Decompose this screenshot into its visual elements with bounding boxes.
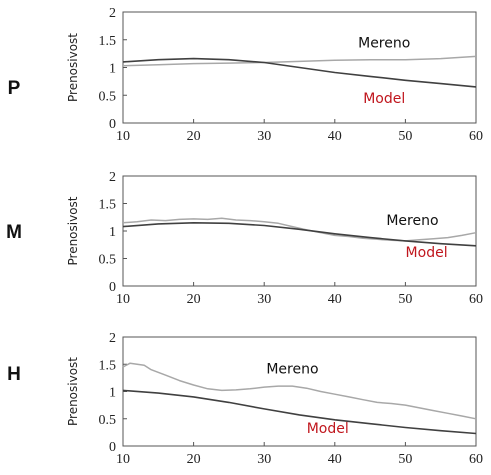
y-tick-label: 0.5	[99, 253, 117, 268]
x-tick-label: 60	[469, 292, 483, 307]
x-tick-label: 30	[257, 452, 271, 467]
panel-side-label: M	[6, 222, 22, 243]
chart-panel-p: 10 20 30 40 50 60 0 0.5 1 1.5 2 Prenosivost P Mereno M…	[8, 6, 483, 144]
series-line-mereno	[122, 217, 477, 242]
series-line-model	[122, 389, 477, 435]
x-tick-label: 50	[398, 129, 412, 144]
series-annotation-model: Model	[406, 245, 448, 261]
y-tick-label: 1.5	[99, 198, 117, 213]
x-tick-label: 30	[257, 129, 271, 144]
x-tick-label: 40	[328, 292, 342, 307]
x-tick-label: 30	[257, 292, 271, 307]
y-tick-label: 0	[109, 440, 116, 455]
y-tick-label: 2	[109, 170, 116, 185]
x-tick-label: 10	[116, 452, 130, 467]
x-tick-label: 50	[398, 452, 412, 467]
y-tick-label: 1.5	[99, 358, 117, 373]
y-tick-label: 0	[109, 280, 116, 295]
y-tick-label: 1.5	[99, 34, 117, 49]
chart-panel-m: 10 20 30 40 50 60 0 0.5 1 1.5 2 Prenosivost M Mereno M…	[6, 170, 483, 307]
y-tick-label: 1	[109, 62, 116, 77]
y-axis-label: Prenosivost	[66, 33, 80, 102]
x-tick-label: 20	[187, 292, 201, 307]
x-tick-label: 10	[116, 129, 130, 144]
series-annotation-mereno: Mereno	[358, 36, 410, 52]
series-annotation-mereno: Mereno	[266, 362, 318, 378]
x-tick-label: 20	[187, 452, 201, 467]
y-axis-label: Prenosivost	[66, 196, 80, 265]
series-annotation-model: Model	[363, 91, 405, 107]
x-tick-label: 10	[116, 292, 130, 307]
panel-side-label: P	[8, 78, 21, 99]
series-line-mereno	[122, 55, 477, 67]
y-tick-label: 0.5	[99, 89, 117, 104]
panel-side-label: H	[7, 364, 21, 385]
series-line-model	[122, 57, 477, 88]
x-tick-label: 60	[469, 129, 483, 144]
plot-frame	[122, 175, 477, 287]
series-annotation-model: Model	[307, 421, 349, 437]
chart-panel-h: 10 20 30 40 50 60 0 0.5 1 1.5 2 Prenosivost H Mereno M…	[7, 331, 483, 467]
x-tick-label: 20	[187, 129, 201, 144]
series-annotation-mereno: Mereno	[386, 213, 438, 229]
y-tick-label: 2	[109, 6, 116, 21]
y-tick-label: 2	[109, 331, 116, 346]
x-tick-label: 60	[469, 452, 483, 467]
x-tick-label: 40	[328, 452, 342, 467]
y-tick-label: 0.5	[99, 413, 117, 428]
x-tick-label: 40	[328, 129, 342, 144]
y-axis-label: Prenosivost	[66, 357, 80, 426]
x-tick-label: 50	[398, 292, 412, 307]
y-tick-label: 1	[109, 225, 116, 240]
y-tick-label: 1	[109, 386, 116, 401]
series-line-mereno	[122, 362, 477, 420]
series-line-model	[122, 222, 477, 247]
y-tick-label: 0	[109, 117, 116, 132]
